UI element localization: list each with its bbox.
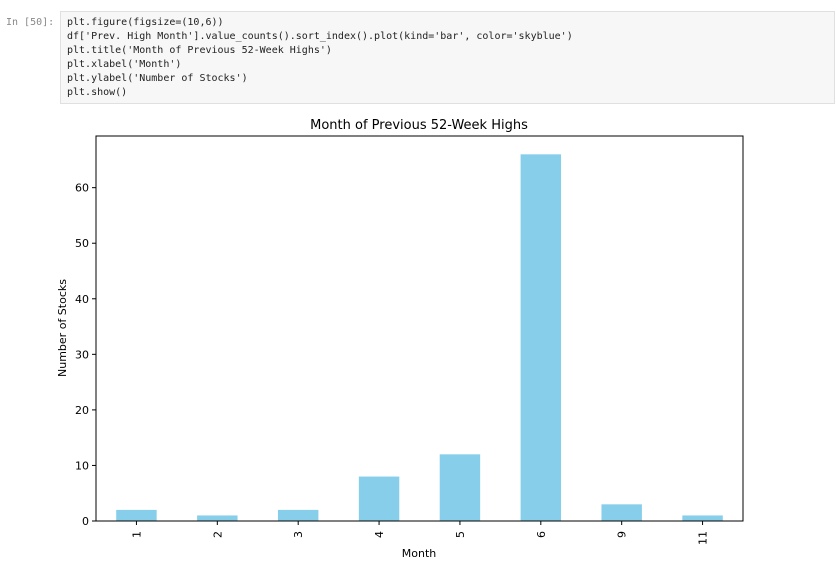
y-tick-label: 40 — [75, 293, 89, 306]
y-tick-label: 30 — [75, 348, 89, 361]
code-line: plt.title('Month of Previous 52-Week Hig… — [67, 45, 332, 56]
bar — [601, 504, 642, 521]
bar — [358, 476, 400, 521]
code-line: plt.ylabel('Number of Stocks') — [67, 73, 248, 84]
bar — [277, 509, 319, 521]
x-tick-label: 2 — [211, 531, 224, 538]
chart-title: Month of Previous 52-Week Highs — [310, 118, 528, 133]
bar — [439, 454, 481, 521]
x-tick-label: 11 — [697, 531, 710, 545]
bar — [197, 515, 238, 521]
y-tick-label: 10 — [75, 459, 89, 472]
bar — [682, 515, 723, 521]
y-tick-label: 0 — [82, 515, 89, 528]
plot-frame — [95, 135, 744, 522]
x-tick-label: 5 — [454, 531, 467, 538]
cell-output: Month of Previous 52-Week Highs Month Nu… — [0, 108, 836, 567]
bar-chart: Month of Previous 52-Week Highs Month Nu… — [56, 118, 744, 560]
bar — [520, 154, 562, 522]
x-axis-label: Month — [402, 547, 437, 560]
y-tick-label: 20 — [75, 404, 89, 417]
code-line: plt.figure(figsize=(10,6)) — [67, 17, 224, 28]
x-tick-label: 1 — [130, 531, 143, 538]
code-line: plt.xlabel('Month') — [67, 59, 182, 70]
x-tick-label: 4 — [373, 531, 386, 538]
y-axis-label: Number of Stocks — [56, 279, 69, 377]
code-cell-input[interactable]: plt.figure(figsize=(10,6)) df['Prev. Hig… — [60, 11, 835, 104]
code-line: plt.show() — [67, 87, 128, 98]
code-line: df['Prev. High Month'].value_counts().so… — [67, 31, 573, 42]
x-tick-label: 3 — [292, 531, 305, 538]
cell-prompt: In [50]: — [6, 17, 55, 28]
bar — [116, 509, 157, 521]
y-tick-label: 60 — [75, 182, 89, 195]
x-tick-label: 6 — [535, 531, 548, 538]
x-tick-label: 9 — [616, 531, 629, 538]
y-tick-label: 50 — [75, 237, 89, 250]
